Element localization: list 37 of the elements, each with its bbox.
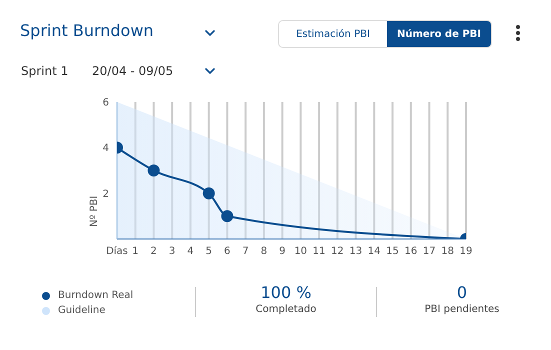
legend-label: Guideline <box>57 304 106 318</box>
text: 0 <box>456 283 468 302</box>
x-tick-label: 7 <box>242 246 249 258</box>
x-tick-label: 5 <box>206 246 212 258</box>
x-tick-label: 12 <box>331 246 344 258</box>
x-tick-label: 9 <box>279 246 286 258</box>
text: Completado <box>254 304 318 315</box>
x-tick-label: Días <box>106 246 128 258</box>
y-tick-label: 2 <box>102 188 109 200</box>
x-tick-label: 2 <box>150 246 157 258</box>
x-tick-label: 18 <box>441 246 454 258</box>
x-tick-label: 1 <box>132 246 139 258</box>
x-tick-label: 3 <box>168 246 176 258</box>
x-tick-label: 17 <box>422 246 436 258</box>
text: 100 % <box>260 283 312 302</box>
text: Sprint 1 <box>21 64 68 78</box>
x-tick-label: 19 <box>460 246 472 258</box>
x-tick-label: 15 <box>386 246 399 258</box>
x-tick-label: 11 <box>312 246 326 258</box>
legend-label: Burndown Real <box>57 289 134 303</box>
text: Número de PBI <box>387 21 491 47</box>
y-tick-label: 4 <box>102 143 109 154</box>
y-tick-label: 6 <box>102 98 109 109</box>
text: Estimación PBI <box>295 28 371 42</box>
y-axis-title: Nº PBI <box>89 196 100 227</box>
point <box>221 210 234 222</box>
text: 20/04 - 09/05 <box>92 64 174 78</box>
text: PBI pendientes <box>424 304 500 315</box>
x-tick-label: 6 <box>224 246 230 258</box>
x-tick-label: 4 <box>187 246 194 258</box>
x-tick-label: 8 <box>260 246 268 258</box>
x-tick-label: 13 <box>349 246 362 258</box>
chart-title: Sprint Burndown <box>20 21 154 40</box>
x-tick-label: 16 <box>404 246 418 258</box>
point <box>202 187 215 200</box>
x-tick-label: 14 <box>368 246 381 258</box>
x-tick-label: 10 <box>294 246 308 258</box>
